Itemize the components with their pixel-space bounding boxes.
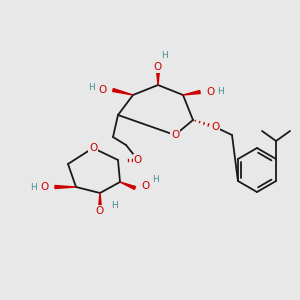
Text: O: O <box>134 155 142 165</box>
Text: O: O <box>89 143 97 153</box>
Text: O: O <box>171 130 179 140</box>
Text: O: O <box>41 182 49 192</box>
Text: O: O <box>206 87 214 97</box>
Polygon shape <box>55 185 76 188</box>
Polygon shape <box>98 193 101 209</box>
Text: O: O <box>154 62 162 72</box>
Polygon shape <box>112 88 133 95</box>
Polygon shape <box>120 182 136 189</box>
Polygon shape <box>183 91 200 95</box>
Text: O: O <box>141 181 149 191</box>
Text: O: O <box>211 122 219 132</box>
Text: H: H <box>217 88 224 97</box>
Text: O: O <box>96 206 104 216</box>
Polygon shape <box>157 70 160 85</box>
Text: O: O <box>99 85 107 95</box>
Text: H: H <box>88 83 95 92</box>
Text: H: H <box>161 52 168 61</box>
Text: H: H <box>30 182 37 191</box>
Text: H: H <box>111 202 118 211</box>
Text: H: H <box>152 176 159 184</box>
